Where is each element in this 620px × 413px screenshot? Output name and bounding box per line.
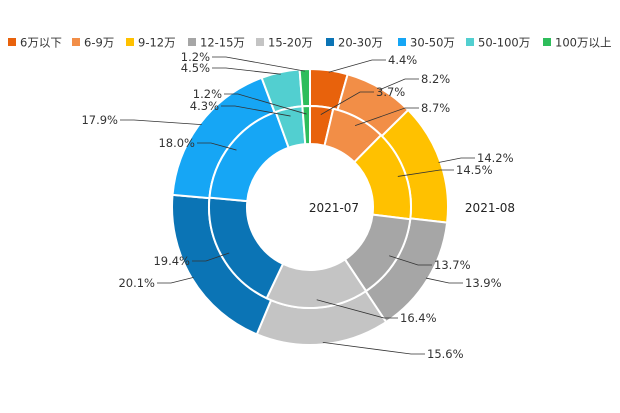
outer-ring-2021-08 (171, 67, 449, 346)
leader-1-6 (120, 119, 202, 126)
legend-swatch-7 (466, 38, 474, 46)
data-label-2021-08-1: 8.2% (421, 72, 450, 86)
legend-label-8: 100万以上 (555, 36, 611, 50)
data-label-2021-07-8: 1.2% (193, 87, 222, 101)
leader-0-3 (389, 255, 432, 266)
leader-0-6 (197, 142, 237, 151)
data-labels: 3.7%8.7%14.5%13.7%16.4%19.4%18.0%4.3%1.2… (81, 50, 513, 361)
2021-08-slice-8 (298, 67, 311, 108)
leader-1-0 (328, 59, 386, 73)
data-label-2021-07-7: 4.3% (190, 99, 219, 113)
leader-0-5 (192, 252, 230, 262)
legend-swatch-6 (398, 38, 406, 46)
legend-label-2: 9-12万 (138, 36, 176, 50)
legend-label-4: 15-20万 (268, 36, 313, 50)
legend-label-6: 30-50万 (410, 36, 455, 50)
data-label-2021-08-2: 14.2% (477, 151, 514, 165)
data-label-2021-08-4: 15.6% (427, 347, 464, 361)
legend-swatch-0 (8, 38, 16, 46)
2021-07-slice-8 (301, 104, 311, 146)
data-label-2021-07-0: 3.7% (376, 85, 405, 99)
leader-1-2 (438, 157, 475, 163)
legend-swatch-3 (188, 38, 196, 46)
legend-swatch-4 (256, 38, 264, 46)
legend-label-3: 12-15万 (200, 36, 245, 50)
leader-0-1 (354, 107, 419, 127)
data-label-2021-08-3: 13.9% (465, 276, 502, 290)
data-label-2021-08-8: 1.2% (181, 50, 210, 64)
leader-0-2 (397, 169, 454, 177)
data-label-2021-07-4: 16.4% (400, 311, 437, 325)
data-label-2021-08-6: 17.9% (81, 113, 118, 127)
legend-swatch-8 (543, 38, 551, 46)
data-label-2021-07-6: 18.0% (158, 136, 195, 150)
leader-0-8 (224, 93, 307, 115)
leader-1-4 (322, 341, 425, 355)
leader-lines (120, 56, 475, 355)
leader-0-7 (221, 105, 291, 117)
data-label-2021-07-3: 13.7% (434, 258, 471, 272)
leader-1-1 (379, 78, 419, 91)
inner-ring-2021-07 (208, 104, 412, 309)
leader-0-0 (320, 91, 374, 115)
leader-0-4 (316, 299, 398, 319)
data-label-2021-08-0: 4.4% (388, 53, 417, 67)
legend-label-5: 20-30万 (338, 36, 383, 50)
legend-label-1: 6-9万 (84, 36, 114, 50)
data-label-2021-08-7: 4.5% (181, 61, 210, 75)
leader-1-3 (425, 277, 463, 284)
legend-swatch-2 (126, 38, 134, 46)
leader-1-5 (157, 276, 194, 284)
data-label-2021-07-5: 19.4% (153, 254, 190, 268)
series-name-outer: 2021-08 (465, 201, 515, 215)
legend-swatch-1 (72, 38, 80, 46)
leader-1-7 (212, 67, 281, 75)
leader-1-8 (212, 56, 305, 72)
legend-swatch-5 (326, 38, 334, 46)
series-name-inner: 2021-07 (309, 201, 359, 215)
legend: 6万以下 6-9万 9-12万 12-15万 15-20万 20-30万 30-50万 50-… (8, 36, 611, 50)
data-label-2021-07-1: 8.7% (421, 101, 450, 115)
data-label-2021-07-2: 14.5% (456, 163, 493, 177)
legend-label-7: 50-100万 (478, 36, 530, 50)
legend-label-0: 6万以下 (20, 36, 62, 50)
data-label-2021-08-5: 20.1% (118, 276, 155, 290)
